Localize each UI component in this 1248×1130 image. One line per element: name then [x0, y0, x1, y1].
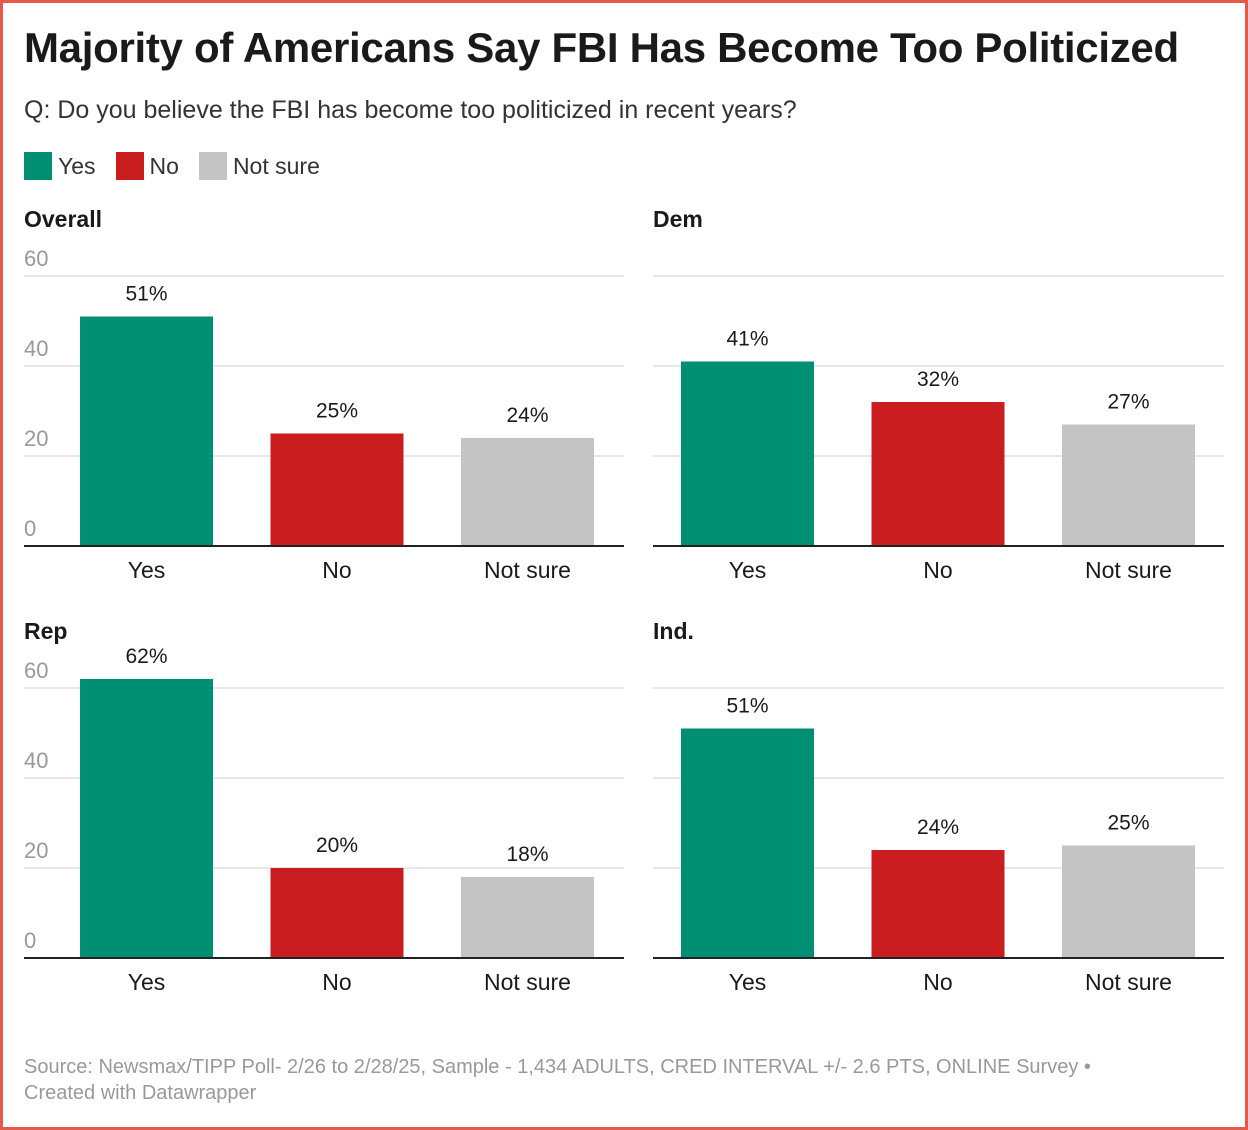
bar-chart: 41% Yes 32% No 27% Not sure: [653, 275, 1224, 583]
data-label: 25%: [316, 400, 358, 423]
y-tick-label: 40: [24, 748, 48, 773]
x-tick-label: No: [923, 969, 952, 995]
panel-overall: Overall 0 20 40 60 51% Yes 25% No 24% Not sure: [24, 200, 624, 600]
bar-no: [871, 850, 1005, 958]
panel-dem: Dem 41% Yes 32% No 27% Not sure: [653, 200, 1224, 600]
bar-chart: 51% Yes 24% No 25% Not sure: [653, 687, 1224, 995]
y-tick-label: 60: [24, 658, 48, 683]
bar-chart: 0 20 40 60 62% Yes 20% No 18% Not sure: [24, 645, 624, 995]
x-tick-label: Not sure: [484, 969, 571, 995]
legend-item-not-sure: Not sure: [198, 152, 320, 180]
legend-label: Yes: [58, 152, 96, 179]
legend: Yes No Not sure: [24, 152, 320, 180]
source-note: Source: Newsmax/TIPP Poll- 2/26 to 2/28/…: [24, 1056, 1091, 1078]
bar-not-sure: [461, 438, 594, 546]
x-tick-label: No: [923, 557, 952, 583]
bar-no: [871, 402, 1005, 546]
data-label: 51%: [726, 695, 768, 718]
legend-swatch: [24, 152, 52, 180]
x-tick-label: No: [322, 969, 351, 995]
footer: Source: Newsmax/TIPP Poll- 2/26 to 2/28/…: [24, 1054, 1224, 1106]
bar-not-sure: [1062, 845, 1195, 958]
y-tick-label: 60: [24, 246, 48, 271]
credit-note: Created with Datawrapper: [24, 1082, 257, 1104]
legend-swatch: [115, 152, 144, 180]
data-label: 18%: [506, 843, 548, 866]
bar-yes: [80, 679, 213, 958]
y-tick-label: 0: [24, 928, 36, 953]
panel-title: Ind.: [653, 618, 694, 644]
bar-yes: [681, 728, 814, 958]
x-tick-label: No: [322, 557, 351, 583]
y-tick-label: 40: [24, 336, 48, 361]
panel-ind: Ind. 51% Yes 24% No 25% Not sure: [653, 612, 1224, 1012]
x-tick-label: Yes: [128, 969, 166, 995]
y-tick-label: 20: [24, 838, 48, 863]
bar-not-sure: [461, 877, 594, 958]
bar-yes: [681, 361, 814, 546]
x-tick-label: Yes: [729, 557, 767, 583]
data-label: 20%: [316, 834, 358, 857]
bar-not-sure: [1062, 424, 1195, 546]
panel-title: Dem: [653, 206, 703, 232]
y-tick-label: 0: [24, 516, 36, 541]
x-tick-label: Yes: [128, 557, 166, 583]
panel-title: Overall: [24, 206, 102, 232]
data-label: 32%: [917, 368, 959, 391]
chart-title: Majority of Americans Say FBI Has Become…: [24, 24, 1179, 71]
panel-title: Rep: [24, 618, 68, 644]
x-tick-label: Not sure: [1085, 557, 1172, 583]
data-label: 24%: [506, 404, 548, 427]
legend-label: Not sure: [232, 152, 320, 179]
x-tick-label: Not sure: [1085, 969, 1172, 995]
data-label: 62%: [125, 645, 167, 668]
legend-item-yes: Yes: [24, 152, 96, 180]
data-label: 41%: [726, 328, 768, 351]
data-label: 27%: [1107, 391, 1149, 414]
bar-yes: [80, 316, 213, 546]
x-tick-label: Yes: [729, 969, 767, 995]
legend-swatch: [198, 152, 227, 180]
y-tick-label: 20: [24, 426, 48, 451]
data-label: 25%: [1107, 812, 1149, 835]
data-label: 51%: [125, 283, 167, 306]
bar-no: [270, 868, 404, 958]
legend-item-no: No: [115, 152, 179, 180]
data-label: 24%: [917, 816, 959, 839]
chart-subtitle: Q: Do you believe the FBI has become too…: [24, 96, 797, 124]
bar-chart: 0 20 40 60 51% Yes 25% No 24% Not sure: [24, 246, 624, 583]
x-tick-label: Not sure: [484, 557, 571, 583]
bar-no: [270, 433, 404, 546]
panel-rep: Rep 0 20 40 60 62% Yes 20% No 18% Not sure: [24, 612, 624, 1012]
legend-label: No: [149, 152, 179, 179]
